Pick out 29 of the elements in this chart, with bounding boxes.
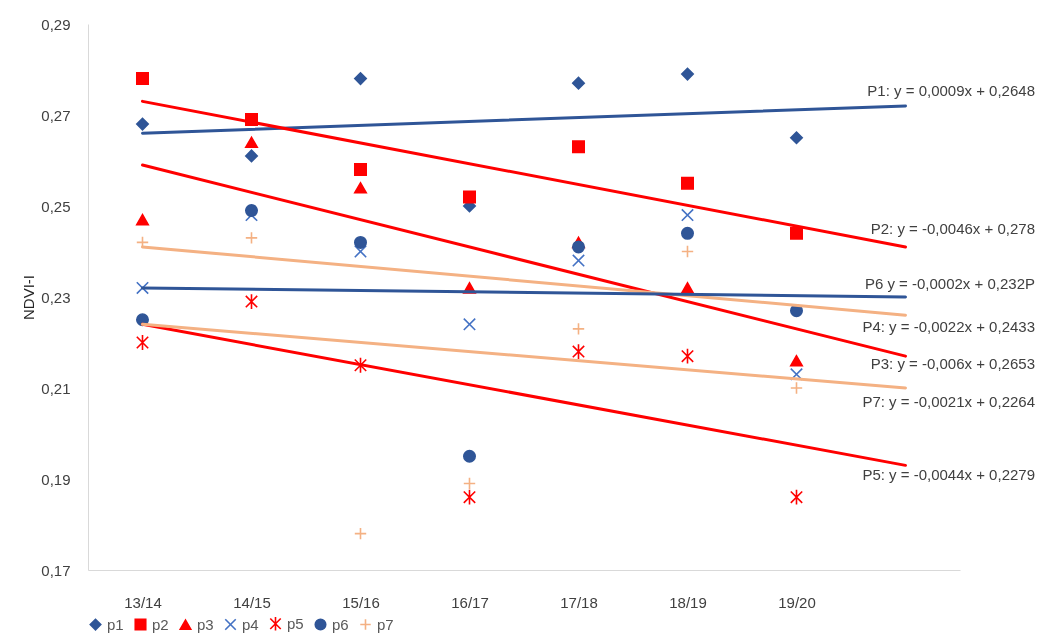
x-tick-label: 14/15 bbox=[233, 593, 271, 611]
y-tick-label: 0,25 bbox=[41, 197, 71, 215]
legend-label: p1 bbox=[107, 615, 124, 633]
x-tick-label: 18/19 bbox=[669, 593, 707, 611]
y-tick-label: 0,17 bbox=[41, 561, 71, 579]
y-tick-label: 0,27 bbox=[41, 106, 71, 124]
series-label: P2: y = -0,0046x + 0,278 bbox=[870, 219, 1035, 237]
x-tick-label: 16/17 bbox=[451, 593, 489, 611]
y-tick-label: 0,23 bbox=[41, 288, 71, 306]
series-label: P4: y = -0,0022x + 0,2433 bbox=[862, 318, 1035, 336]
series-label: P1: y = 0,0009x + 0,2648 bbox=[867, 81, 1035, 99]
y-tick-label: 0,29 bbox=[41, 15, 71, 33]
x-tick-label: 15/16 bbox=[342, 593, 380, 611]
x-tick-label: 13/14 bbox=[124, 593, 162, 611]
y-axis-title: NDVI-I bbox=[20, 275, 38, 320]
series-label: P6 y = -0,0002x + 0,232P bbox=[864, 275, 1035, 292]
series-label: P7: y = -0,0021x + 0,2264 bbox=[862, 393, 1035, 410]
legend-label: p2 bbox=[152, 615, 169, 633]
legend-label: p5 bbox=[287, 614, 304, 632]
legend-label: p6 bbox=[332, 615, 349, 633]
series-label: P5: y = -0,0044x + 0,2279 bbox=[862, 466, 1035, 484]
legend-label: p4 bbox=[242, 615, 259, 633]
y-tick-label: 0,19 bbox=[41, 470, 71, 488]
x-tick-label: 17/18 bbox=[560, 593, 598, 611]
legend-label: p7 bbox=[377, 615, 394, 633]
y-tick-label: 0,21 bbox=[41, 379, 71, 397]
x-tick-label: 19/20 bbox=[778, 593, 816, 611]
legend-label: p3 bbox=[197, 615, 214, 633]
series-label: P3: y = -0,006x + 0,2653 bbox=[870, 355, 1035, 373]
